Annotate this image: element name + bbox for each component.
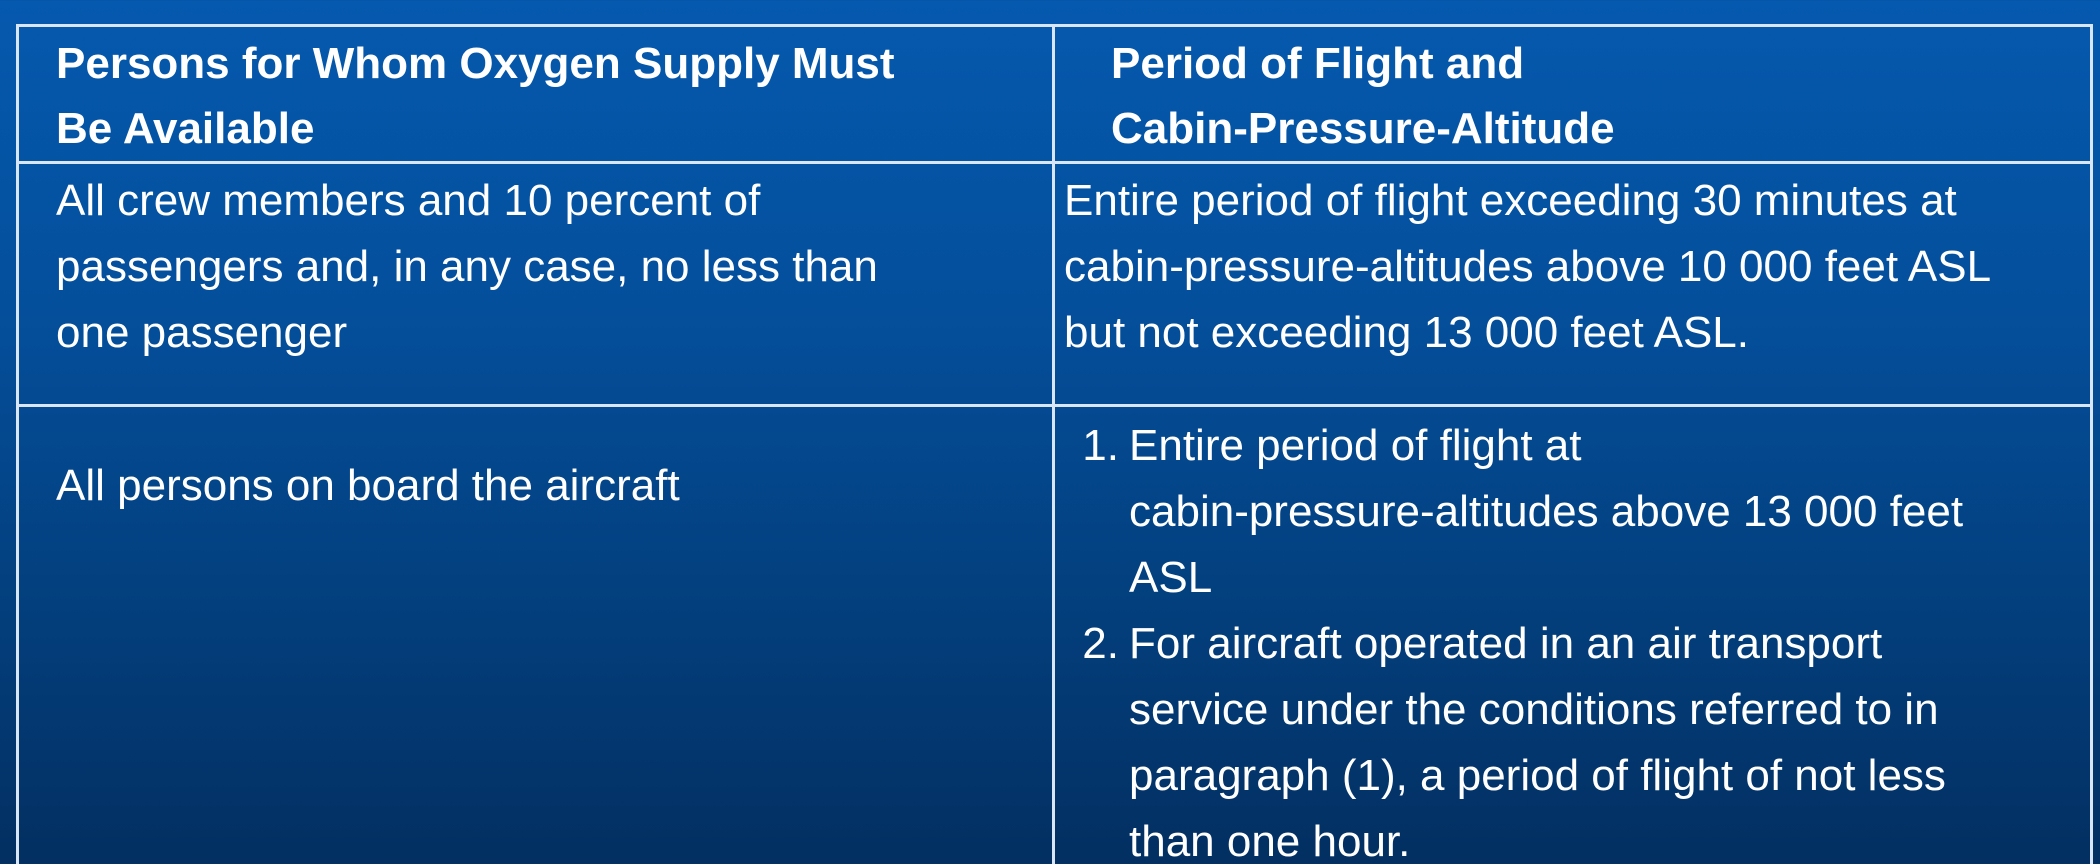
list-item-2-line-2: service under the conditions referred to…	[1129, 685, 1939, 734]
list-item-2-line-3: paragraph (1), a period of flight of not…	[1129, 751, 1946, 800]
row-1-persons-line-2: passengers and, in any case, no less tha…	[56, 242, 878, 291]
table-row: All crew members and 10 percent of passe…	[16, 161, 2093, 407]
table-row: All persons on board the aircraft 1. Ent…	[16, 404, 2093, 864]
list-item: 1. Entire period of flight at cabin-pres…	[1055, 413, 2090, 611]
list-item-1-line-3: ASL	[1129, 553, 1213, 602]
header-period: Period of Flight and Cabin-Pressure-Alti…	[1052, 24, 2093, 164]
row-2-persons-cell: All persons on board the aircraft	[16, 404, 1055, 864]
list-item-2-line-1: For aircraft operated in an air transpor…	[1129, 619, 1883, 668]
row-2-period-cell: 1. Entire period of flight at cabin-pres…	[1052, 404, 2093, 864]
row-1-period-cell: Entire period of flight exceeding 30 min…	[1052, 161, 2093, 407]
row-1-period-line-3: but not exceeding 13 000 feet ASL.	[1064, 308, 1749, 357]
header-persons-line-2: Be Available	[56, 104, 315, 153]
list-item-2-line-4: than one hour.	[1129, 817, 1411, 864]
row-2-persons-line-1: All persons on board the aircraft	[56, 461, 680, 510]
header-period-line-1: Period of Flight and	[1111, 39, 1525, 88]
row-1-persons-line-3: one passenger	[56, 308, 348, 357]
row-1-period-line-2: cabin-pressure-altitudes above 10 000 fe…	[1064, 242, 1992, 291]
list-item-text: Entire period of flight at cabin-pressur…	[1129, 413, 2090, 611]
row-1-persons-line-1: All crew members and 10 percent of	[56, 176, 761, 225]
list-item: 2. For aircraft operated in an air trans…	[1055, 611, 2090, 864]
list-item-1-line-1: Entire period of flight at	[1129, 421, 1582, 470]
header-persons-line-1: Persons for Whom Oxygen Supply Must	[56, 39, 895, 88]
row-1-persons-cell: All crew members and 10 percent of passe…	[16, 161, 1055, 407]
oxygen-supply-table: Persons for Whom Oxygen Supply Must Be A…	[16, 24, 2093, 864]
header-period-line-2: Cabin-Pressure-Altitude	[1111, 104, 1615, 153]
row-1-period-line-1: Entire period of flight exceeding 30 min…	[1064, 176, 1957, 225]
list-item-number: 2.	[1082, 619, 1119, 668]
list-item-number: 1.	[1082, 421, 1119, 470]
table-header-row: Persons for Whom Oxygen Supply Must Be A…	[16, 24, 2093, 164]
period-numbered-list: 1. Entire period of flight at cabin-pres…	[1055, 413, 2090, 864]
header-persons: Persons for Whom Oxygen Supply Must Be A…	[16, 24, 1055, 164]
list-item-text: For aircraft operated in an air transpor…	[1129, 611, 2090, 864]
list-item-1-line-2: cabin-pressure-altitudes above 13 000 fe…	[1129, 487, 1964, 536]
